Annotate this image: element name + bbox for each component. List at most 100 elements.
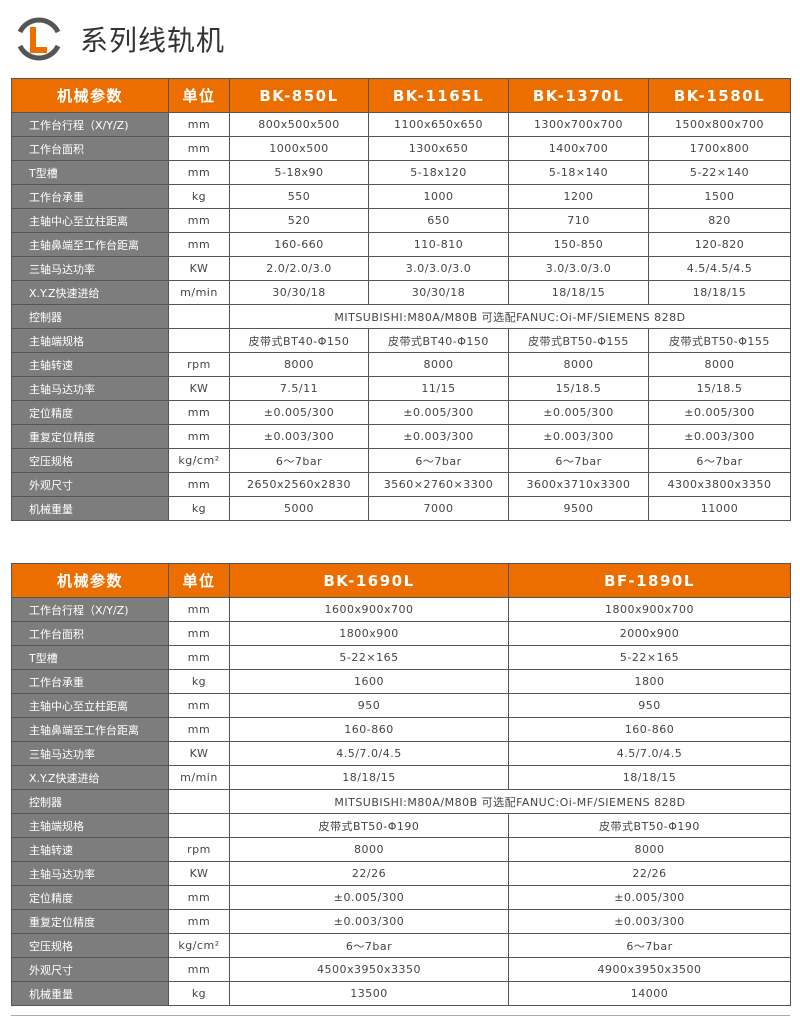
value-cell: ±0.005/300 [229,400,369,425]
column-header: BK-1690L [229,563,509,598]
unit-cell: mm [168,957,230,982]
unit-cell: kg [168,184,230,209]
table-row: 三轴马达功率 KW 2.0/2.0/3.0 3.0/3.0/3.0 3.0/3.0/3.… [11,256,791,281]
param-label: 工作台面积 [11,621,169,646]
value-cell: 8000 [508,352,649,377]
unit-cell: mm [168,645,230,670]
value-cell: 1800x900 [229,621,509,646]
value-cell: 3560×2760×3300 [368,472,509,497]
unit-cell: kg [168,496,230,521]
table-row: 主轴中心至立柱距离 mm 520 650 710 820 [11,208,791,233]
value-cell: 9500 [508,496,649,521]
unit-cell: mm [168,400,230,425]
unit-cell: mm [168,909,230,934]
param-label: 控制器 [11,789,169,814]
column-header: BF-1890L [508,563,791,598]
table-row: 主轴端规格 皮带式BT50-Φ190 皮带式BT50-Φ190 [11,813,791,838]
unit-cell: mm [168,621,230,646]
value-cell: 5-18x90 [229,160,369,185]
unit-cell: mm [168,717,230,742]
table-row: 机械重量 kg 5000 7000 9500 11000 [11,496,791,521]
value-cell: 30/30/18 [368,280,509,305]
unit-cell: kg/cm² [168,933,230,958]
value-cell: 6～7bar [229,933,509,958]
value-cell: 1200 [508,184,649,209]
unit-cell: kg [168,669,230,694]
table-row: 控制器 MITSUBISHI:M80A/M80B 可选配FANUC:Oi-MF/S… [11,789,791,814]
table-row: 控制器 MITSUBISHI:M80A/M80B 可选配FANUC:Oi-MF/S… [11,304,791,329]
value-cell: 22/26 [229,861,509,886]
value-cell: ±0.005/300 [508,885,791,910]
unit-cell: mm [168,112,230,137]
value-cell: 18/18/15 [229,765,509,790]
param-label: 主轴转速 [11,352,169,377]
param-label: 重复定位精度 [11,424,169,449]
param-label: 工作台承重 [11,184,169,209]
param-label: 主轴端规格 [11,328,169,353]
value-cell: 皮带式BT50-Φ155 [508,328,649,353]
value-cell: 950 [508,693,791,718]
param-label: T型槽 [11,160,169,185]
value-cell: 4.5/4.5/4.5 [648,256,791,281]
table-row: 主轴转速 rpm 8000 8000 [11,837,791,862]
unit-cell: mm [168,885,230,910]
value-cell: ±0.005/300 [368,400,509,425]
table-row: 重复定位精度 mm ±0.003/300 ±0.003/300 [11,909,791,934]
value-cell: 3.0/3.0/3.0 [368,256,509,281]
value-cell: ±0.005/300 [508,400,649,425]
value-cell: 15/18.5 [648,376,791,401]
value-cell: ±0.005/300 [229,885,509,910]
value-cell: ±0.003/300 [229,909,509,934]
unit-cell: kg [168,981,230,1006]
value-cell: 650 [368,208,509,233]
param-label: 定位精度 [11,400,169,425]
table-row: T型槽 mm 5-22×165 5-22×165 [11,645,791,670]
param-label: 重复定位精度 [11,909,169,934]
unit-cell [168,304,230,329]
value-cell: 5-22×165 [508,645,791,670]
param-label: X.Y.Z快速进给 [11,765,169,790]
table-row: X.Y.Z快速进给 m/min 18/18/15 18/18/15 [11,765,791,790]
table-row: 工作台面积 mm 1800x900 2000x900 [11,621,791,646]
param-label: 外观尺寸 [11,957,169,982]
table-row: 工作台行程（X/Y/Z) mm 800x500x500 1100x650x650 130… [11,112,791,137]
table-row: 定位精度 mm ±0.005/300 ±0.005/300 [11,885,791,910]
spec-table-1: 机械参数 单位 BK-850L BK-1165L BK-1370L BK-1580L 工作台… [11,78,791,521]
value-cell: 11000 [648,496,791,521]
unit-cell [168,813,230,838]
unit-cell: mm [168,232,230,257]
value-cell: 15/18.5 [508,376,649,401]
value-cell: 1500 [648,184,791,209]
value-cell: 550 [229,184,369,209]
page-title: 系列线轨机 [80,24,226,57]
value-cell: 1400x700 [508,136,649,161]
param-label: 定位精度 [11,885,169,910]
value-cell: 120-820 [648,232,791,257]
table-row: 主轴中心至立柱距离 mm 950 950 [11,693,791,718]
value-cell: 5-22×140 [648,160,791,185]
param-label: 三轴马达功率 [11,741,169,766]
unit-cell: m/min [168,280,230,305]
param-label: 机械重量 [11,496,169,521]
unit-cell: KW [168,861,230,886]
value-cell: 520 [229,208,369,233]
param-label: 工作台行程（X/Y/Z) [11,112,169,137]
value-cell: 160-860 [508,717,791,742]
value-cell: ±0.003/300 [508,909,791,934]
param-label: 主轴马达功率 [11,376,169,401]
value-cell: 710 [508,208,649,233]
param-label: 三轴马达功率 [11,256,169,281]
unit-cell: mm [168,424,230,449]
value-cell: 皮带式BT50-Φ190 [508,813,791,838]
value-cell: 4500x3950x3350 [229,957,509,982]
param-label: 主轴马达功率 [11,861,169,886]
table-row: 主轴马达功率 KW 22/26 22/26 [11,861,791,886]
value-cell: 1000x500 [229,136,369,161]
param-label: 主轴中心至立柱距离 [11,208,169,233]
value-cell: 皮带式BT50-Φ190 [229,813,509,838]
value-cell: 6～7bar [229,448,369,473]
table-row: 工作台承重 kg 550 1000 1200 1500 [11,184,791,209]
page-header: 系列线轨机 [12,14,225,64]
table-row: 主轴转速 rpm 8000 8000 8000 8000 [11,352,791,377]
value-cell: ±0.003/300 [648,424,791,449]
